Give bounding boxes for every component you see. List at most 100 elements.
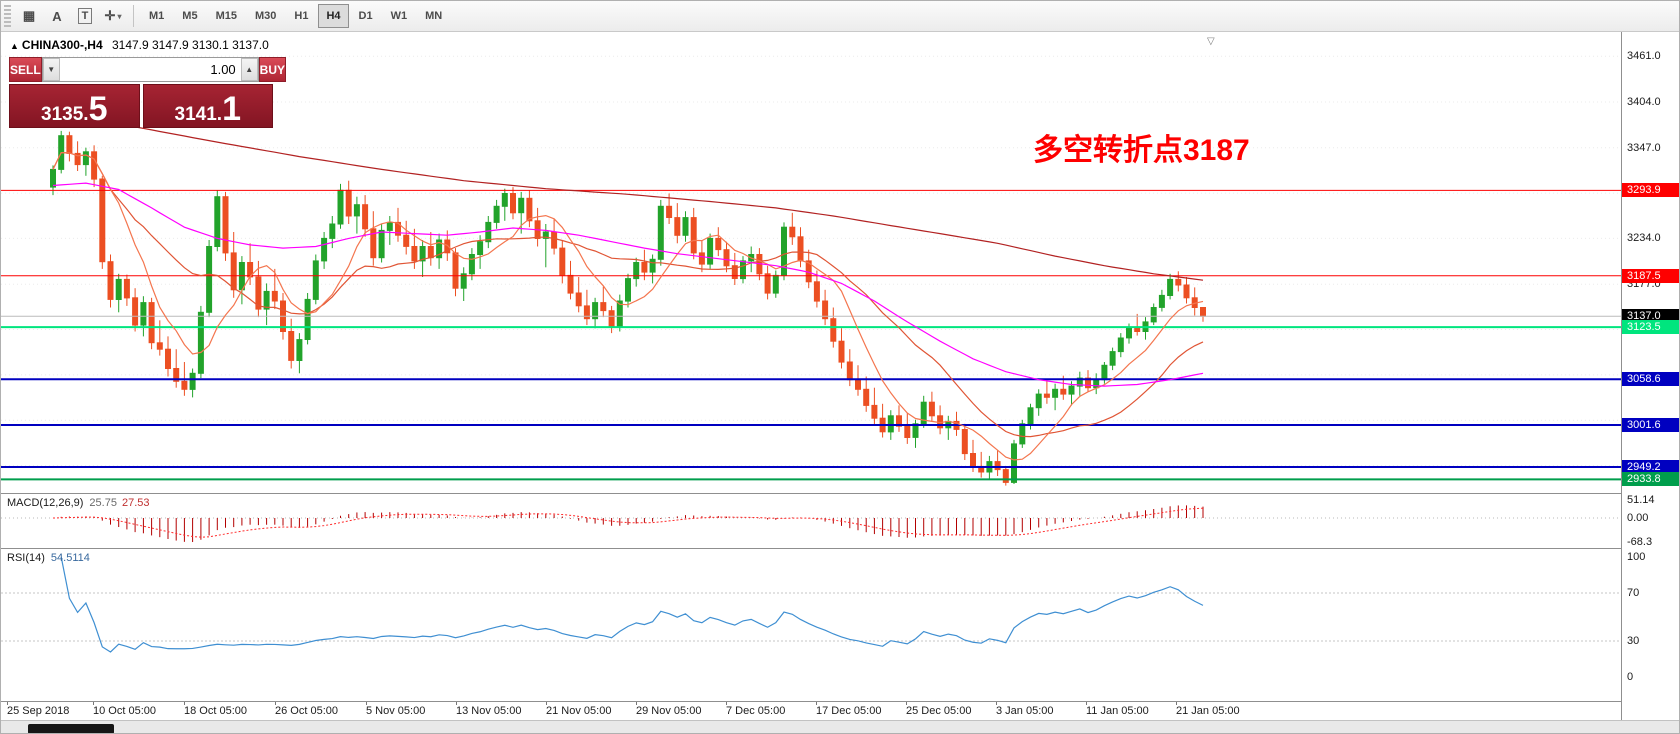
- price-badge-3137.0: 3137.0: [1622, 309, 1679, 324]
- sell-button[interactable]: SELL: [9, 57, 42, 82]
- price-badge-3123.5: 3123.5: [1622, 320, 1679, 335]
- cursor-label-icon[interactable]: A: [52, 8, 62, 24]
- panel-separator[interactable]: [1, 548, 1679, 549]
- time-tick: [1086, 702, 1087, 705]
- macd-scale-51.14: 51.14: [1627, 494, 1655, 507]
- macd-panel[interactable]: [1, 494, 1621, 549]
- time-tick: [546, 702, 547, 705]
- panel-separator[interactable]: [1, 493, 1679, 494]
- time-label: 25 Sep 2018: [7, 705, 70, 717]
- candles: [50, 130, 1206, 486]
- volume-increase-button[interactable]: ▲: [240, 58, 258, 81]
- time-tick: [636, 702, 637, 705]
- macd-histogram: [60, 505, 1204, 543]
- ohlc-values: 3147.9 3147.9 3130.1 3137.0: [111, 38, 269, 52]
- volume-input[interactable]: [59, 58, 241, 81]
- grid-pattern-icon[interactable]: ▦: [22, 8, 36, 23]
- macd-scale--68.3: -68.3: [1627, 536, 1653, 549]
- time-label: 10 Oct 05:00: [93, 705, 156, 717]
- bottom-strip: [1, 720, 1679, 733]
- macd-main-value: 25.75: [89, 497, 117, 509]
- rsi-scale-0: 0: [1627, 671, 1634, 683]
- rsi-panel[interactable]: [1, 549, 1621, 702]
- text-tool-icon[interactable]: T: [72, 3, 98, 29]
- time-tick: [1176, 702, 1177, 705]
- buy-price-base: 3141.: [174, 104, 223, 125]
- macd-signal-value: 27.53: [121, 497, 150, 509]
- toolbar-separator: [133, 5, 134, 27]
- symbol-name: CHINA300-,H4: [21, 38, 103, 52]
- time-axis[interactable]: 25 Sep 2018 10 Oct 05:00 18 Oct 05:00 26 Oc…: [1, 702, 1621, 720]
- chart-shift-marker-icon[interactable]: ▽: [1207, 36, 1215, 47]
- rsi-scale-70: 70: [1627, 587, 1640, 599]
- drawing-tools-icon[interactable]: ✛ ▾: [104, 8, 122, 23]
- timeframe-m30[interactable]: M30: [254, 10, 277, 22]
- price-badge-3187.5: 3187.5: [1622, 268, 1679, 283]
- rsi-line: [60, 556, 1204, 653]
- time-label: 7 Dec 05:00: [726, 705, 786, 717]
- ma-fast-line: [52, 151, 1204, 461]
- ma-fast2-line: [52, 151, 1204, 438]
- time-label: 5 Nov 05:00: [366, 705, 426, 717]
- macd-svg: [1, 505, 1621, 543]
- time-tick: [906, 702, 907, 705]
- volume-decrease-button[interactable]: ▼: [42, 58, 60, 81]
- time-tick: [7, 702, 8, 705]
- tool-buttons-group: ▦ A T ✛ ▾: [15, 3, 127, 29]
- rsi-label: RSI(14): [7, 552, 45, 564]
- sell-price-button[interactable]: 3135. 5: [9, 84, 140, 128]
- rsi-scale-30: 30: [1627, 635, 1640, 647]
- timeframe-m15[interactable]: M15: [215, 10, 237, 22]
- time-tick: [816, 702, 817, 705]
- time-label: 13 Nov 05:00: [456, 705, 522, 717]
- sell-price-base: 3135.: [41, 104, 89, 125]
- macd-signal-line: [52, 507, 1204, 538]
- buy-button[interactable]: BUY: [258, 57, 287, 82]
- ma-slow-line: [52, 111, 1204, 281]
- ma-mid-line: [52, 182, 1204, 387]
- time-label: 18 Oct 05:00: [184, 705, 247, 717]
- taskbar-fragment: [28, 724, 114, 733]
- price-tick-3234.0: 3234.0: [1627, 232, 1661, 245]
- time-tick: [726, 702, 727, 705]
- time-label: 21 Nov 05:00: [546, 705, 612, 717]
- timeframe-d1[interactable]: D1: [358, 10, 373, 22]
- sell-price-big-digit: 5: [88, 90, 108, 128]
- time-tick: [996, 702, 997, 705]
- panel-separator[interactable]: [1, 701, 1679, 702]
- buy-price-big-digit: 1: [222, 90, 241, 128]
- rsi-header: RSI(14) 54.5114: [7, 552, 90, 564]
- main-chart-svg: [1, 55, 1621, 486]
- timeframe-mn[interactable]: MN: [425, 10, 443, 22]
- macd-header: MACD(12,26,9) 25.75 27.53: [7, 497, 149, 509]
- dropdown-arrow-icon[interactable]: ▾: [117, 11, 122, 21]
- timeframe-h4[interactable]: H4: [318, 4, 349, 28]
- timeframe-w1[interactable]: W1: [390, 10, 408, 22]
- time-tick: [184, 702, 185, 705]
- price-badge-3058.6: 3058.6: [1622, 372, 1679, 387]
- toolbar: ▦ A T ✛ ▾ M1 M5 M15 M30 H1 H4 D1 W1 MN: [1, 1, 1679, 32]
- price-axis[interactable]: 3461.0 3404.0 3347.0 3234.0 3177.0 3293.9 3187…: [1621, 32, 1679, 720]
- collapse-triangle-icon[interactable]: ▲: [10, 41, 19, 51]
- volume-control: ▼ ▲: [41, 57, 259, 82]
- chart-text-annotation: 多空转折点3187: [1033, 134, 1250, 167]
- time-label: 11 Jan 05:00: [1086, 705, 1149, 717]
- macd-scale-0.00: 0.00: [1627, 512, 1649, 524]
- price-tick-3347.0: 3347.0: [1627, 141, 1661, 154]
- chart-title: ▲ CHINA300-,H4 3147.9 3147.9 3130.1 3137.…: [10, 38, 269, 52]
- price-badge-3001.6: 3001.6: [1622, 417, 1679, 432]
- macd-label: MACD(12,26,9): [7, 497, 84, 509]
- buy-price-button[interactable]: 3141. 1: [142, 84, 273, 128]
- price-badge-3293.9: 3293.9: [1622, 183, 1679, 198]
- timeframe-h1[interactable]: H1: [294, 10, 309, 22]
- time-label: 29 Nov 05:00: [636, 705, 702, 717]
- toolbar-grip[interactable]: [4, 5, 11, 27]
- time-label: 25 Dec 05:00: [906, 705, 972, 717]
- timeframe-m1[interactable]: M1: [149, 10, 165, 22]
- price-chart[interactable]: [1, 32, 1621, 494]
- time-label: 3 Jan 05:00: [996, 705, 1054, 717]
- time-tick: [456, 702, 457, 705]
- time-label: 21 Jan 05:00: [1176, 705, 1240, 717]
- timeframe-m5[interactable]: M5: [182, 10, 198, 22]
